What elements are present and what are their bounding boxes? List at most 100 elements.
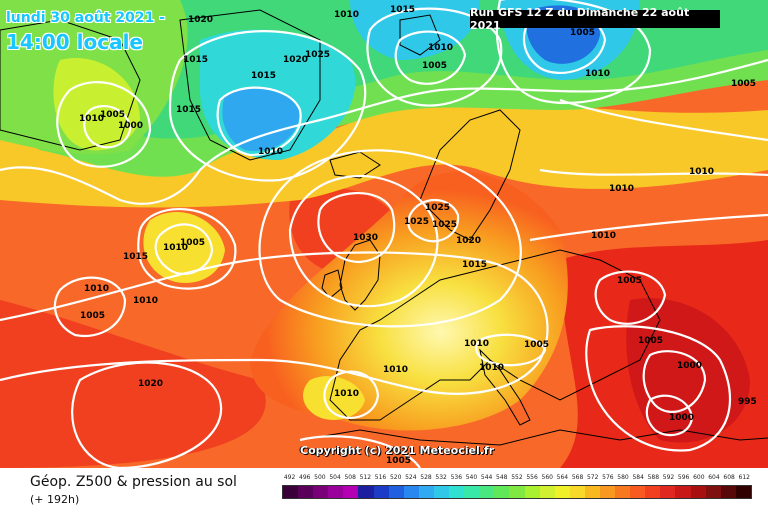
scale-swatch — [539, 486, 555, 498]
coast-ireland — [321, 269, 343, 299]
scale-swatch — [494, 486, 510, 498]
run-info: Run GFS 12 Z du Dimanche 22 août 2021 — [470, 6, 720, 32]
isobar-north-1010 — [366, 7, 503, 107]
scale-swatch — [554, 486, 570, 498]
pressure-label: 1010 — [689, 167, 714, 177]
scale-tick-label: 540 — [465, 474, 478, 481]
scale-swatch — [433, 486, 450, 498]
isobar-north-1005 — [394, 30, 467, 85]
pressure-label: 1005 — [570, 28, 595, 38]
isobar-1010-west — [53, 276, 127, 338]
pressure-label: 1020 — [283, 55, 308, 65]
legend-subtitle: (+ 192h) — [30, 493, 80, 506]
isobar-east-1010c — [529, 213, 768, 242]
scale-swatch — [373, 486, 389, 498]
scale-tick-label: 564 — [556, 474, 569, 481]
pressure-label: 1015 — [176, 105, 201, 115]
scale-swatch — [418, 486, 434, 498]
scale-tick-label: 520 — [389, 474, 402, 481]
pressure-label: 1010 — [258, 147, 283, 157]
map-canvas: 1020 1010 1015 1005 1015 1020 1025 1015 … — [0, 0, 768, 468]
scale-tick-label: 500 — [314, 474, 326, 481]
pressure-label: 1005 — [180, 238, 205, 248]
scale-swatch — [343, 486, 359, 498]
scale-tick-label: 608 — [723, 474, 735, 481]
scale-swatch — [584, 486, 600, 498]
scale-swatch — [660, 486, 676, 498]
pressure-labels: 1020 1010 1015 1005 1015 1020 1025 1015 … — [79, 5, 757, 466]
scale-swatch — [630, 486, 646, 498]
weather-map: 1020 1010 1015 1005 1015 1020 1025 1015 … — [0, 0, 768, 468]
pressure-label: 1025 — [425, 203, 450, 213]
scale-swatch — [615, 486, 631, 498]
pressure-label: 1000 — [677, 361, 702, 371]
scale-tick-label: 592 — [662, 474, 675, 481]
scale-tick-label: 568 — [571, 474, 584, 481]
scale-tick-label: 492 — [283, 474, 296, 481]
pressure-label: 1025 — [404, 217, 429, 227]
pressure-label: 1020 — [188, 15, 213, 25]
pressure-label: 1010 — [84, 284, 109, 294]
z500-blue-greenland — [222, 86, 300, 151]
pressure-label: 1025 — [432, 220, 457, 230]
scale-tick-label: 548 — [496, 474, 508, 481]
pressure-label: 1010 — [479, 363, 504, 373]
pressure-label: 1010 — [609, 184, 634, 194]
coast-scandinavia — [419, 109, 521, 241]
scale-swatch — [283, 486, 299, 498]
scale-swatch — [524, 486, 540, 498]
isobar-se-1005 — [594, 270, 667, 325]
isobar-1010-atlantic — [137, 208, 237, 290]
legend-title: Géop. Z500 & pression au sol — [30, 474, 237, 490]
pressure-label: 1005 — [80, 311, 105, 321]
z500-yellow-iberia — [303, 376, 365, 420]
pressure-label: 1010 — [585, 69, 610, 79]
scale-tick-label: 496 — [299, 474, 311, 481]
scale-swatch — [298, 486, 314, 498]
scale-swatch — [358, 486, 374, 498]
isobar-1010-iberia — [323, 370, 380, 419]
scale-tick-label: 532 — [435, 474, 447, 481]
pressure-label: 1005 — [386, 456, 411, 466]
coast-north-africa — [299, 429, 768, 446]
scale-swatch — [449, 486, 465, 498]
copyright-notice: Copyright (c) 2021 Meteociel.fr — [300, 444, 495, 457]
scale-tick-label: 524 — [405, 474, 417, 481]
pressure-label: 1010 — [334, 389, 359, 399]
isobar-greenland-1015 — [168, 30, 367, 182]
pressure-label: 1005 — [617, 276, 642, 286]
pressure-label: 1010 — [334, 10, 359, 20]
isobar-med-1005 — [475, 333, 547, 367]
isobar-east-1010b — [539, 168, 768, 177]
scale-swatch — [599, 486, 616, 498]
isobar-greenland-1010 — [216, 86, 302, 157]
pressure-label: 1005 — [524, 340, 549, 350]
coastlines — [0, 9, 768, 446]
scale-tick-label: 516 — [374, 474, 387, 481]
isobar-high-1030 — [317, 191, 396, 264]
isobar-1020 — [258, 149, 522, 328]
isobars — [0, 0, 768, 468]
color-scale-bar — [282, 485, 752, 499]
scale-tick-label: 612 — [738, 474, 750, 481]
scale-swatch — [720, 486, 736, 498]
isobar-high-1025 — [288, 174, 439, 308]
color-scale: 492 496 500 504 508 512 516 520 524 528 532 536 540 5… — [282, 474, 752, 500]
pressure-label: 1015 — [183, 55, 208, 65]
isobar-sahara-1005 — [299, 435, 421, 468]
scale-swatch — [675, 486, 691, 498]
scale-swatch — [690, 486, 706, 498]
isobar-1020-sw — [71, 361, 223, 468]
z500-lightgreen-canada — [53, 58, 140, 151]
isobar-east-1010 — [559, 98, 768, 142]
scale-tick-label: 576 — [602, 474, 614, 481]
coast-iceland — [329, 151, 381, 179]
pressure-label: 1010 — [383, 365, 408, 375]
scale-tick-label: 584 — [632, 474, 644, 481]
pressure-label: 1005 — [422, 61, 447, 71]
scale-swatch — [569, 486, 585, 498]
scale-tick-label: 536 — [450, 474, 463, 481]
isobar-canada-low-inner — [83, 105, 132, 149]
pressure-label: 1005 — [638, 336, 663, 346]
scale-swatch — [735, 486, 751, 498]
